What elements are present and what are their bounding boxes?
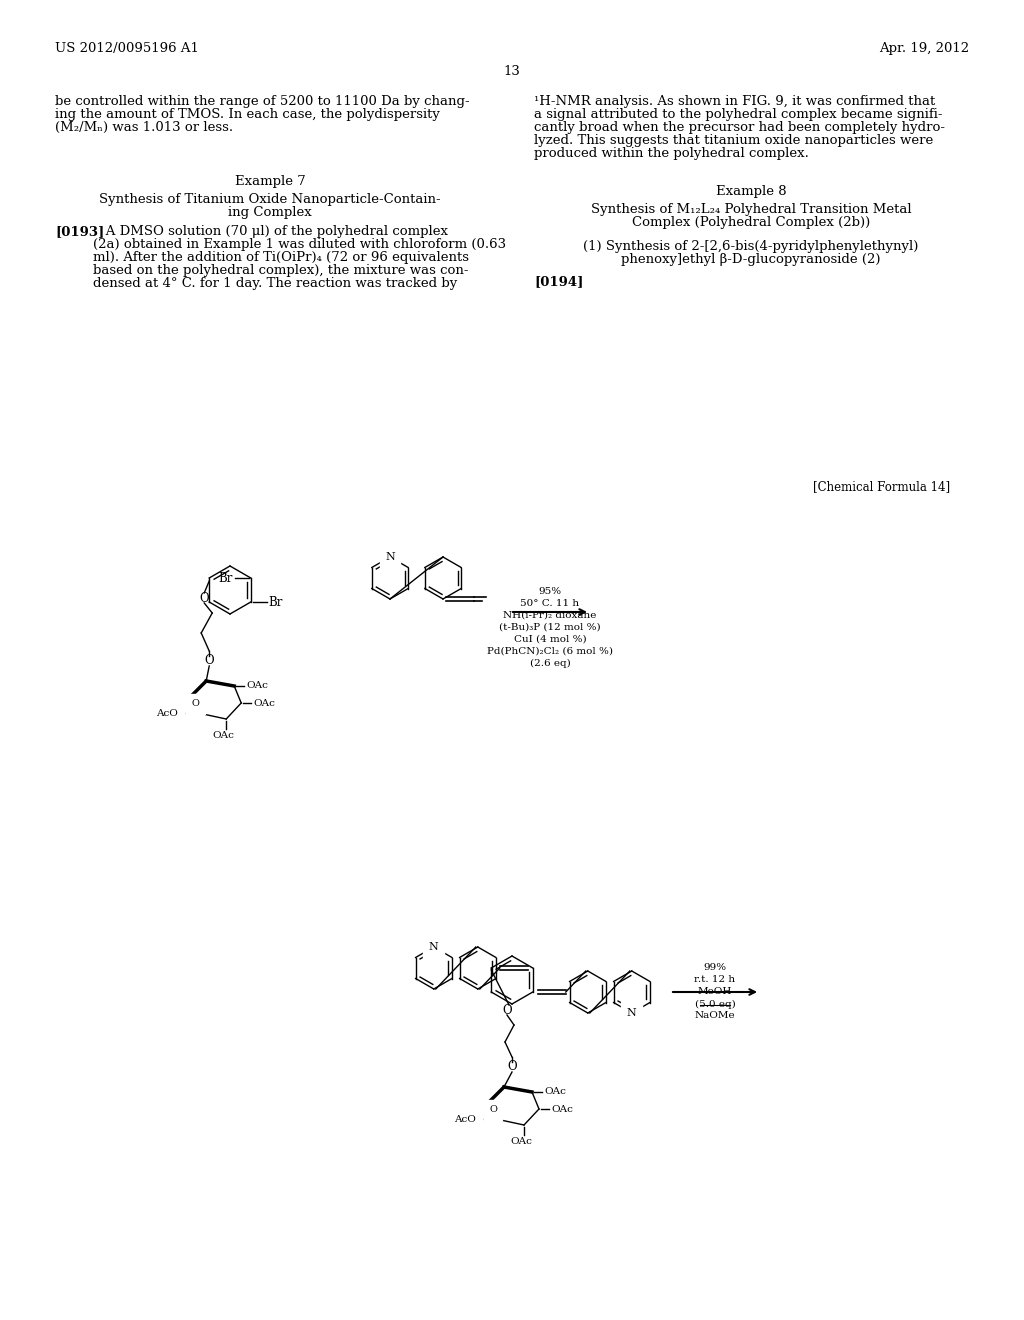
Text: AcO: AcO [157, 709, 178, 718]
Text: 95%: 95% [539, 586, 561, 595]
Text: be controlled within the range of 5200 to 11100 Da by chang-: be controlled within the range of 5200 t… [55, 95, 470, 108]
Text: Complex (Polyhedral Complex (2b)): Complex (Polyhedral Complex (2b)) [632, 216, 870, 228]
Text: US 2012/0095196 A1: US 2012/0095196 A1 [55, 42, 199, 55]
Text: ¹H-NMR analysis. As shown in FIG. 9, it was confirmed that: ¹H-NMR analysis. As shown in FIG. 9, it … [534, 95, 935, 108]
Text: ml). After the addition of Ti(OiPr)₄ (72 or 96 equivalents: ml). After the addition of Ti(OiPr)₄ (72… [93, 251, 469, 264]
Text: (5.0 eq): (5.0 eq) [694, 999, 735, 1008]
Text: N: N [627, 1008, 637, 1018]
Text: OAc: OAc [544, 1088, 566, 1097]
Text: r.t. 12 h: r.t. 12 h [694, 975, 735, 985]
Text: O: O [507, 1060, 517, 1073]
Text: MeOH: MeOH [697, 987, 732, 997]
Text: based on the polyhedral complex), the mixture was con-: based on the polyhedral complex), the mi… [93, 264, 469, 277]
Text: (1) Synthesis of 2-[2,6-bis(4-pyridylphenylethynyl): (1) Synthesis of 2-[2,6-bis(4-pyridylphe… [584, 240, 919, 253]
Text: 13: 13 [504, 65, 520, 78]
Text: densed at 4° C. for 1 day. The reaction was tracked by: densed at 4° C. for 1 day. The reaction … [93, 277, 458, 290]
Text: Apr. 19, 2012: Apr. 19, 2012 [879, 42, 969, 55]
Text: O: O [205, 655, 214, 668]
Text: A DMSO solution (70 μl) of the polyhedral complex: A DMSO solution (70 μl) of the polyhedra… [93, 224, 449, 238]
Text: cantly broad when the precursor had been completely hydro-: cantly broad when the precursor had been… [534, 121, 945, 135]
Text: O: O [489, 1106, 497, 1114]
Text: 50° C. 11 h: 50° C. 11 h [520, 598, 580, 607]
Text: produced within the polyhedral complex.: produced within the polyhedral complex. [534, 147, 809, 160]
Text: (2.6 eq): (2.6 eq) [529, 659, 570, 668]
Text: AcO: AcO [454, 1114, 476, 1123]
Text: Example 8: Example 8 [716, 185, 786, 198]
Text: NaOMe: NaOMe [694, 1011, 735, 1020]
Text: [Chemical Formula 14]: [Chemical Formula 14] [813, 480, 950, 492]
Text: NH(i-Pr)₂ dioxane: NH(i-Pr)₂ dioxane [504, 610, 597, 619]
Text: Br: Br [218, 572, 232, 585]
Text: lyzed. This suggests that titanium oxide nanoparticles were: lyzed. This suggests that titanium oxide… [534, 135, 933, 147]
Text: CuI (4 mol %): CuI (4 mol %) [514, 635, 587, 644]
Text: ing Complex: ing Complex [228, 206, 312, 219]
Text: (2a) obtained in Example 1 was diluted with chloroform (0.63: (2a) obtained in Example 1 was diluted w… [93, 238, 506, 251]
Text: a signal attributed to the polyhedral complex became signifi-: a signal attributed to the polyhedral co… [534, 108, 942, 121]
Text: phenoxy]ethyl β-D-glucopyranoside (2): phenoxy]ethyl β-D-glucopyranoside (2) [622, 253, 881, 267]
Text: Synthesis of M₁₂L₂₄ Polyhedral Transition Metal: Synthesis of M₁₂L₂₄ Polyhedral Transitio… [591, 203, 911, 216]
Text: O: O [200, 591, 209, 605]
Text: OAc: OAc [551, 1105, 572, 1114]
Text: 99%: 99% [703, 964, 727, 973]
Text: N: N [385, 552, 395, 562]
Text: Synthesis of Titanium Oxide Nanoparticle-Contain-: Synthesis of Titanium Oxide Nanoparticle… [99, 193, 440, 206]
Text: (M₂/Mₙ) was 1.013 or less.: (M₂/Mₙ) was 1.013 or less. [55, 121, 233, 135]
Text: Br: Br [268, 595, 284, 609]
Text: OAc: OAc [212, 731, 234, 741]
Text: (t-Bu)₃P (12 mol %): (t-Bu)₃P (12 mol %) [499, 623, 601, 631]
Text: [0193]: [0193] [55, 224, 104, 238]
Text: [0194]: [0194] [534, 275, 584, 288]
Text: O: O [502, 1003, 512, 1016]
Text: OAc: OAc [510, 1137, 531, 1146]
Text: N: N [429, 942, 438, 952]
Text: ing the amount of TMOS. In each case, the polydispersity: ing the amount of TMOS. In each case, th… [55, 108, 440, 121]
Text: Pd(PhCN)₂Cl₂ (6 mol %): Pd(PhCN)₂Cl₂ (6 mol %) [487, 647, 613, 656]
Text: OAc: OAc [246, 681, 268, 690]
Text: OAc: OAc [253, 698, 275, 708]
Text: Example 7: Example 7 [234, 176, 305, 187]
Text: O: O [191, 700, 199, 709]
